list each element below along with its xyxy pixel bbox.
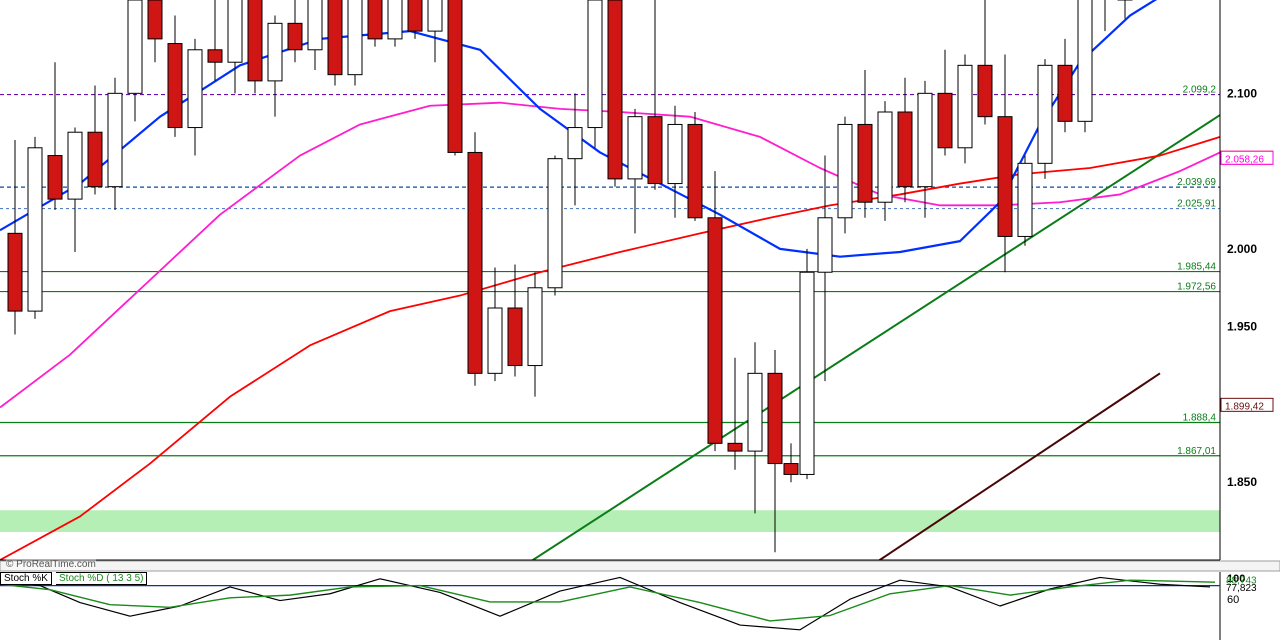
stoch-d-legend: Stoch %D ( 13 3 5): [56, 572, 147, 585]
svg-text:1.850: 1.850: [1227, 475, 1257, 489]
svg-text:77,823: 77,823: [1226, 583, 1257, 594]
chart-svg[interactable]: 2.099,2 2.039,69 2.025,91 1.985,44 1.972,56 1…: [0, 0, 1280, 640]
svg-text:2.025,91: 2.025,91: [1177, 199, 1216, 210]
svg-text:1.950: 1.950: [1227, 320, 1257, 334]
chart-stage: 2.099,2 2.039,69 2.025,91 1.985,44 1.972,56 1…: [0, 0, 1280, 640]
svg-text:2.058,26: 2.058,26: [1225, 154, 1264, 165]
svg-text:1.899,42: 1.899,42: [1225, 401, 1264, 412]
svg-text:1.972,56: 1.972,56: [1177, 282, 1216, 293]
svg-text:1.985,44: 1.985,44: [1177, 262, 1216, 273]
svg-text:1.867,01: 1.867,01: [1177, 446, 1216, 457]
svg-text:2.099,2: 2.099,2: [1183, 85, 1217, 96]
watermark: © ProRealTime.com: [6, 559, 96, 570]
stoch-k-legend: Stoch %K: [0, 572, 52, 585]
svg-text:2.039,69: 2.039,69: [1177, 177, 1216, 188]
svg-text:60: 60: [1227, 594, 1239, 606]
svg-text:1.888,4: 1.888,4: [1183, 412, 1217, 423]
svg-text:2.000: 2.000: [1227, 242, 1257, 256]
svg-text:2.100: 2.100: [1227, 86, 1257, 100]
